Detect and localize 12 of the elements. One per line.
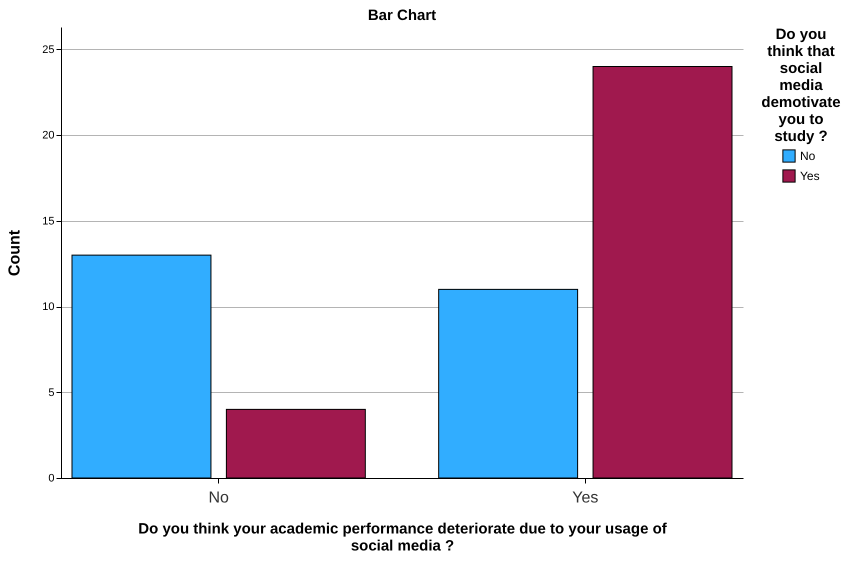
y-tick-label: 25 bbox=[42, 44, 54, 56]
chart-title: Bar Chart bbox=[368, 7, 436, 24]
y-tick-label: 0 bbox=[48, 472, 54, 484]
y-axis-title: Count bbox=[6, 229, 24, 276]
legend-label: Yes bbox=[800, 169, 820, 183]
legend-label: No bbox=[800, 149, 816, 163]
y-tick-label: 15 bbox=[42, 215, 54, 228]
y-tick-label: 10 bbox=[42, 301, 54, 314]
legend-title: Do you think that social media demotivate you to study ? bbox=[761, 26, 841, 145]
y-tick-label: 5 bbox=[48, 386, 54, 399]
y-tick-label: 20 bbox=[42, 130, 54, 142]
x-axis-title: Do you think your academic performance deteriorate due to your usage of social media ? bbox=[138, 520, 668, 554]
